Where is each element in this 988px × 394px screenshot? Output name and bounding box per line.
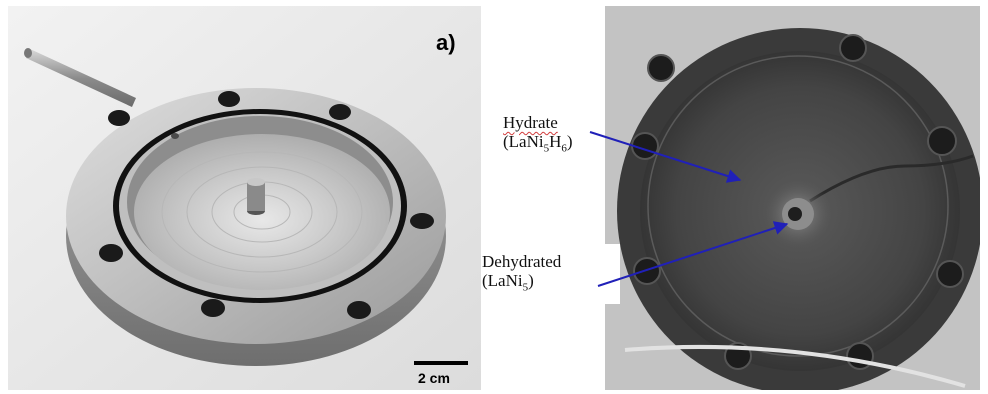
hydrate-subscript-2: 6 (561, 142, 567, 155)
hydrate-annotation: Hydrate (LaNi5H6) (503, 113, 573, 155)
panel-a-label: a) (436, 30, 456, 55)
hydrate-formula-open: (LaNi (503, 132, 544, 151)
hydrate-formula-mid: H (549, 132, 562, 151)
dehydrated-subscript-1: 5 (522, 281, 529, 294)
hydride-cell-image (605, 6, 983, 394)
scale-bar (414, 361, 468, 365)
hydride-photo (605, 6, 983, 394)
dehydrated-formula-open: (LaNi (482, 271, 523, 290)
label-backing (590, 244, 620, 304)
dehydrated-formula-close: ) (528, 271, 534, 290)
reactor-cell-image (8, 6, 481, 390)
reactor-photo: a) 2 cm (8, 6, 481, 390)
scale-bar-label: 2 cm (418, 370, 450, 386)
hydrate-formula: (LaNi5H6) (503, 132, 573, 155)
dehydrated-annotation: Dehydrated (LaNi5) (482, 252, 562, 294)
dehydrated-formula: (LaNi5) (482, 271, 534, 294)
hydrate-name: Hydrate (503, 113, 558, 132)
hydrate-subscript-1: 5 (543, 142, 550, 155)
dehydrated-name: Dehydrated (482, 252, 562, 271)
hydrate-formula-close: ) (566, 132, 573, 151)
